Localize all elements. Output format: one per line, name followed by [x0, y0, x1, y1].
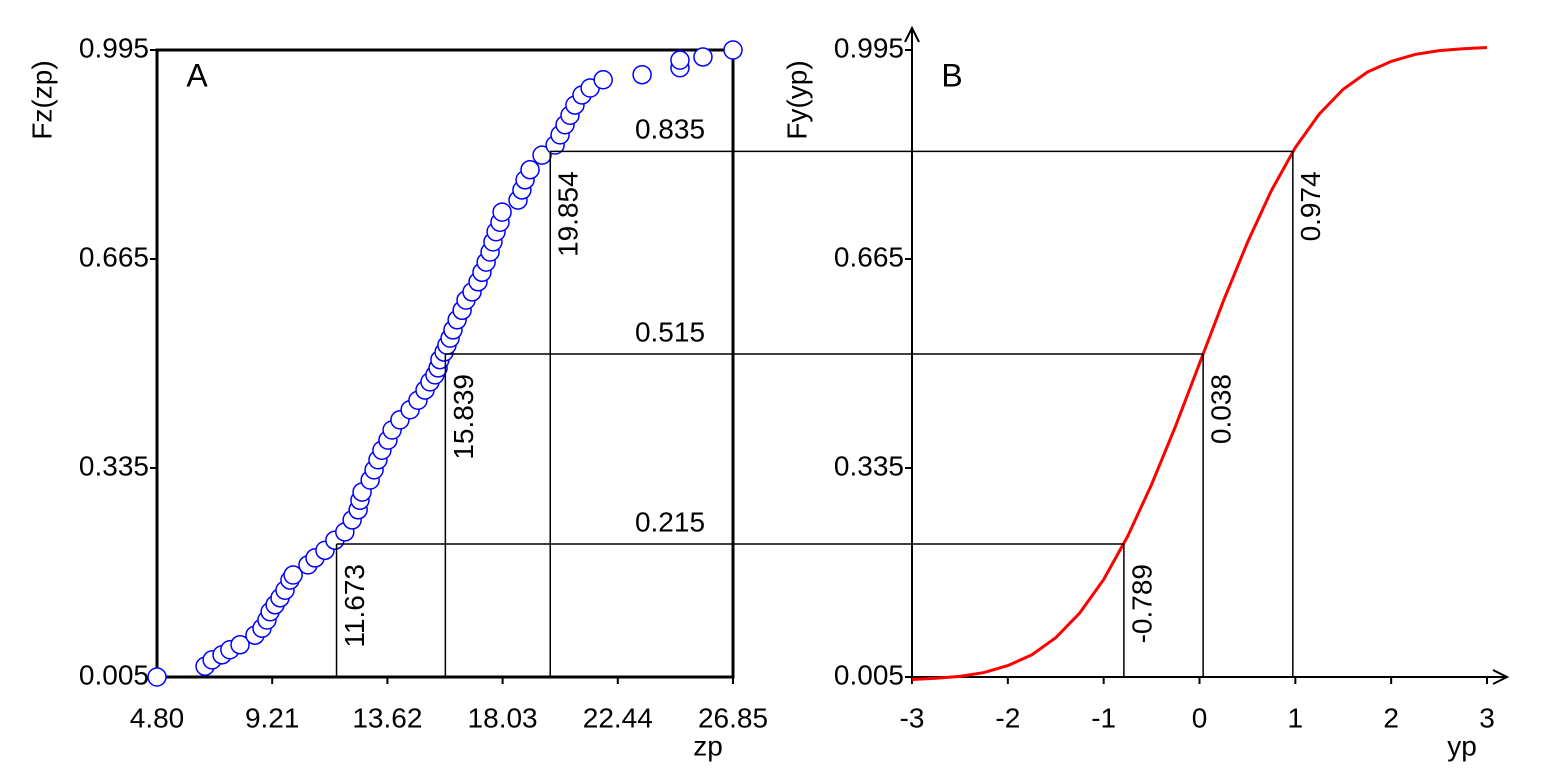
x-tick-label: 13.62 [352, 702, 422, 733]
x-tick-label: 4.80 [130, 702, 185, 733]
x-tick-label: -3 [900, 702, 925, 733]
data-point [520, 159, 540, 180]
y-tick-label: 0.005 [834, 659, 904, 690]
guide-y-label: 0.835 [635, 114, 705, 145]
x-tick-label: -1 [1091, 702, 1116, 733]
data-point [532, 145, 552, 165]
panel-label: A [186, 57, 208, 93]
x-tick-label: -2 [995, 702, 1020, 733]
data-point [147, 667, 167, 687]
x-tick-label: 3 [1479, 702, 1495, 733]
x-axis-arrow [1492, 669, 1510, 685]
y-tick-label: 0.995 [834, 32, 904, 63]
x-axis-label: yp [1447, 730, 1477, 761]
guide-x-label: 11.673 [339, 564, 370, 648]
data-point [693, 47, 713, 67]
data-point [670, 50, 690, 70]
data-point [230, 634, 250, 655]
y-axis-label: Fz(zp) [26, 60, 57, 139]
data-point [632, 64, 652, 85]
data-point [593, 70, 613, 90]
data-point [723, 40, 743, 60]
y-axis-label: Fy(yp) [781, 60, 812, 139]
y-tick-label: 0.665 [79, 241, 149, 272]
x-tick-label: 0 [1192, 702, 1208, 733]
y-tick-label: 0.005 [79, 659, 149, 690]
guide-y-label: 0.515 [635, 316, 705, 347]
guide-x-label: -0.789 [1126, 564, 1157, 643]
data-point [283, 565, 303, 585]
cdf-line [911, 45, 1488, 682]
data-point [492, 202, 512, 222]
guide-x-label: 0.038 [1206, 374, 1237, 444]
y-tick-label: 0.995 [79, 32, 149, 63]
y-tick-label: 0.665 [834, 241, 904, 272]
x-tick-label: 1 [1288, 702, 1304, 733]
y-tick-label: 0.335 [79, 450, 149, 481]
panel-label: B [941, 57, 962, 93]
x-tick-label: 9.21 [245, 702, 300, 733]
x-tick-label: 2 [1383, 702, 1399, 733]
x-axis-label: zp [693, 730, 723, 761]
guide-x-label: 19.854 [553, 171, 584, 257]
guide-x-label: 15.839 [448, 374, 479, 460]
x-tick-label: 22.44 [583, 702, 653, 733]
y-axis-arrow [904, 25, 920, 43]
guide-y-label: 0.215 [635, 506, 705, 537]
guide-x-label: 0.974 [1295, 171, 1326, 241]
y-tick-label: 0.335 [834, 450, 904, 481]
x-tick-label: 26.85 [698, 702, 768, 733]
x-tick-label: 18.03 [468, 702, 538, 733]
